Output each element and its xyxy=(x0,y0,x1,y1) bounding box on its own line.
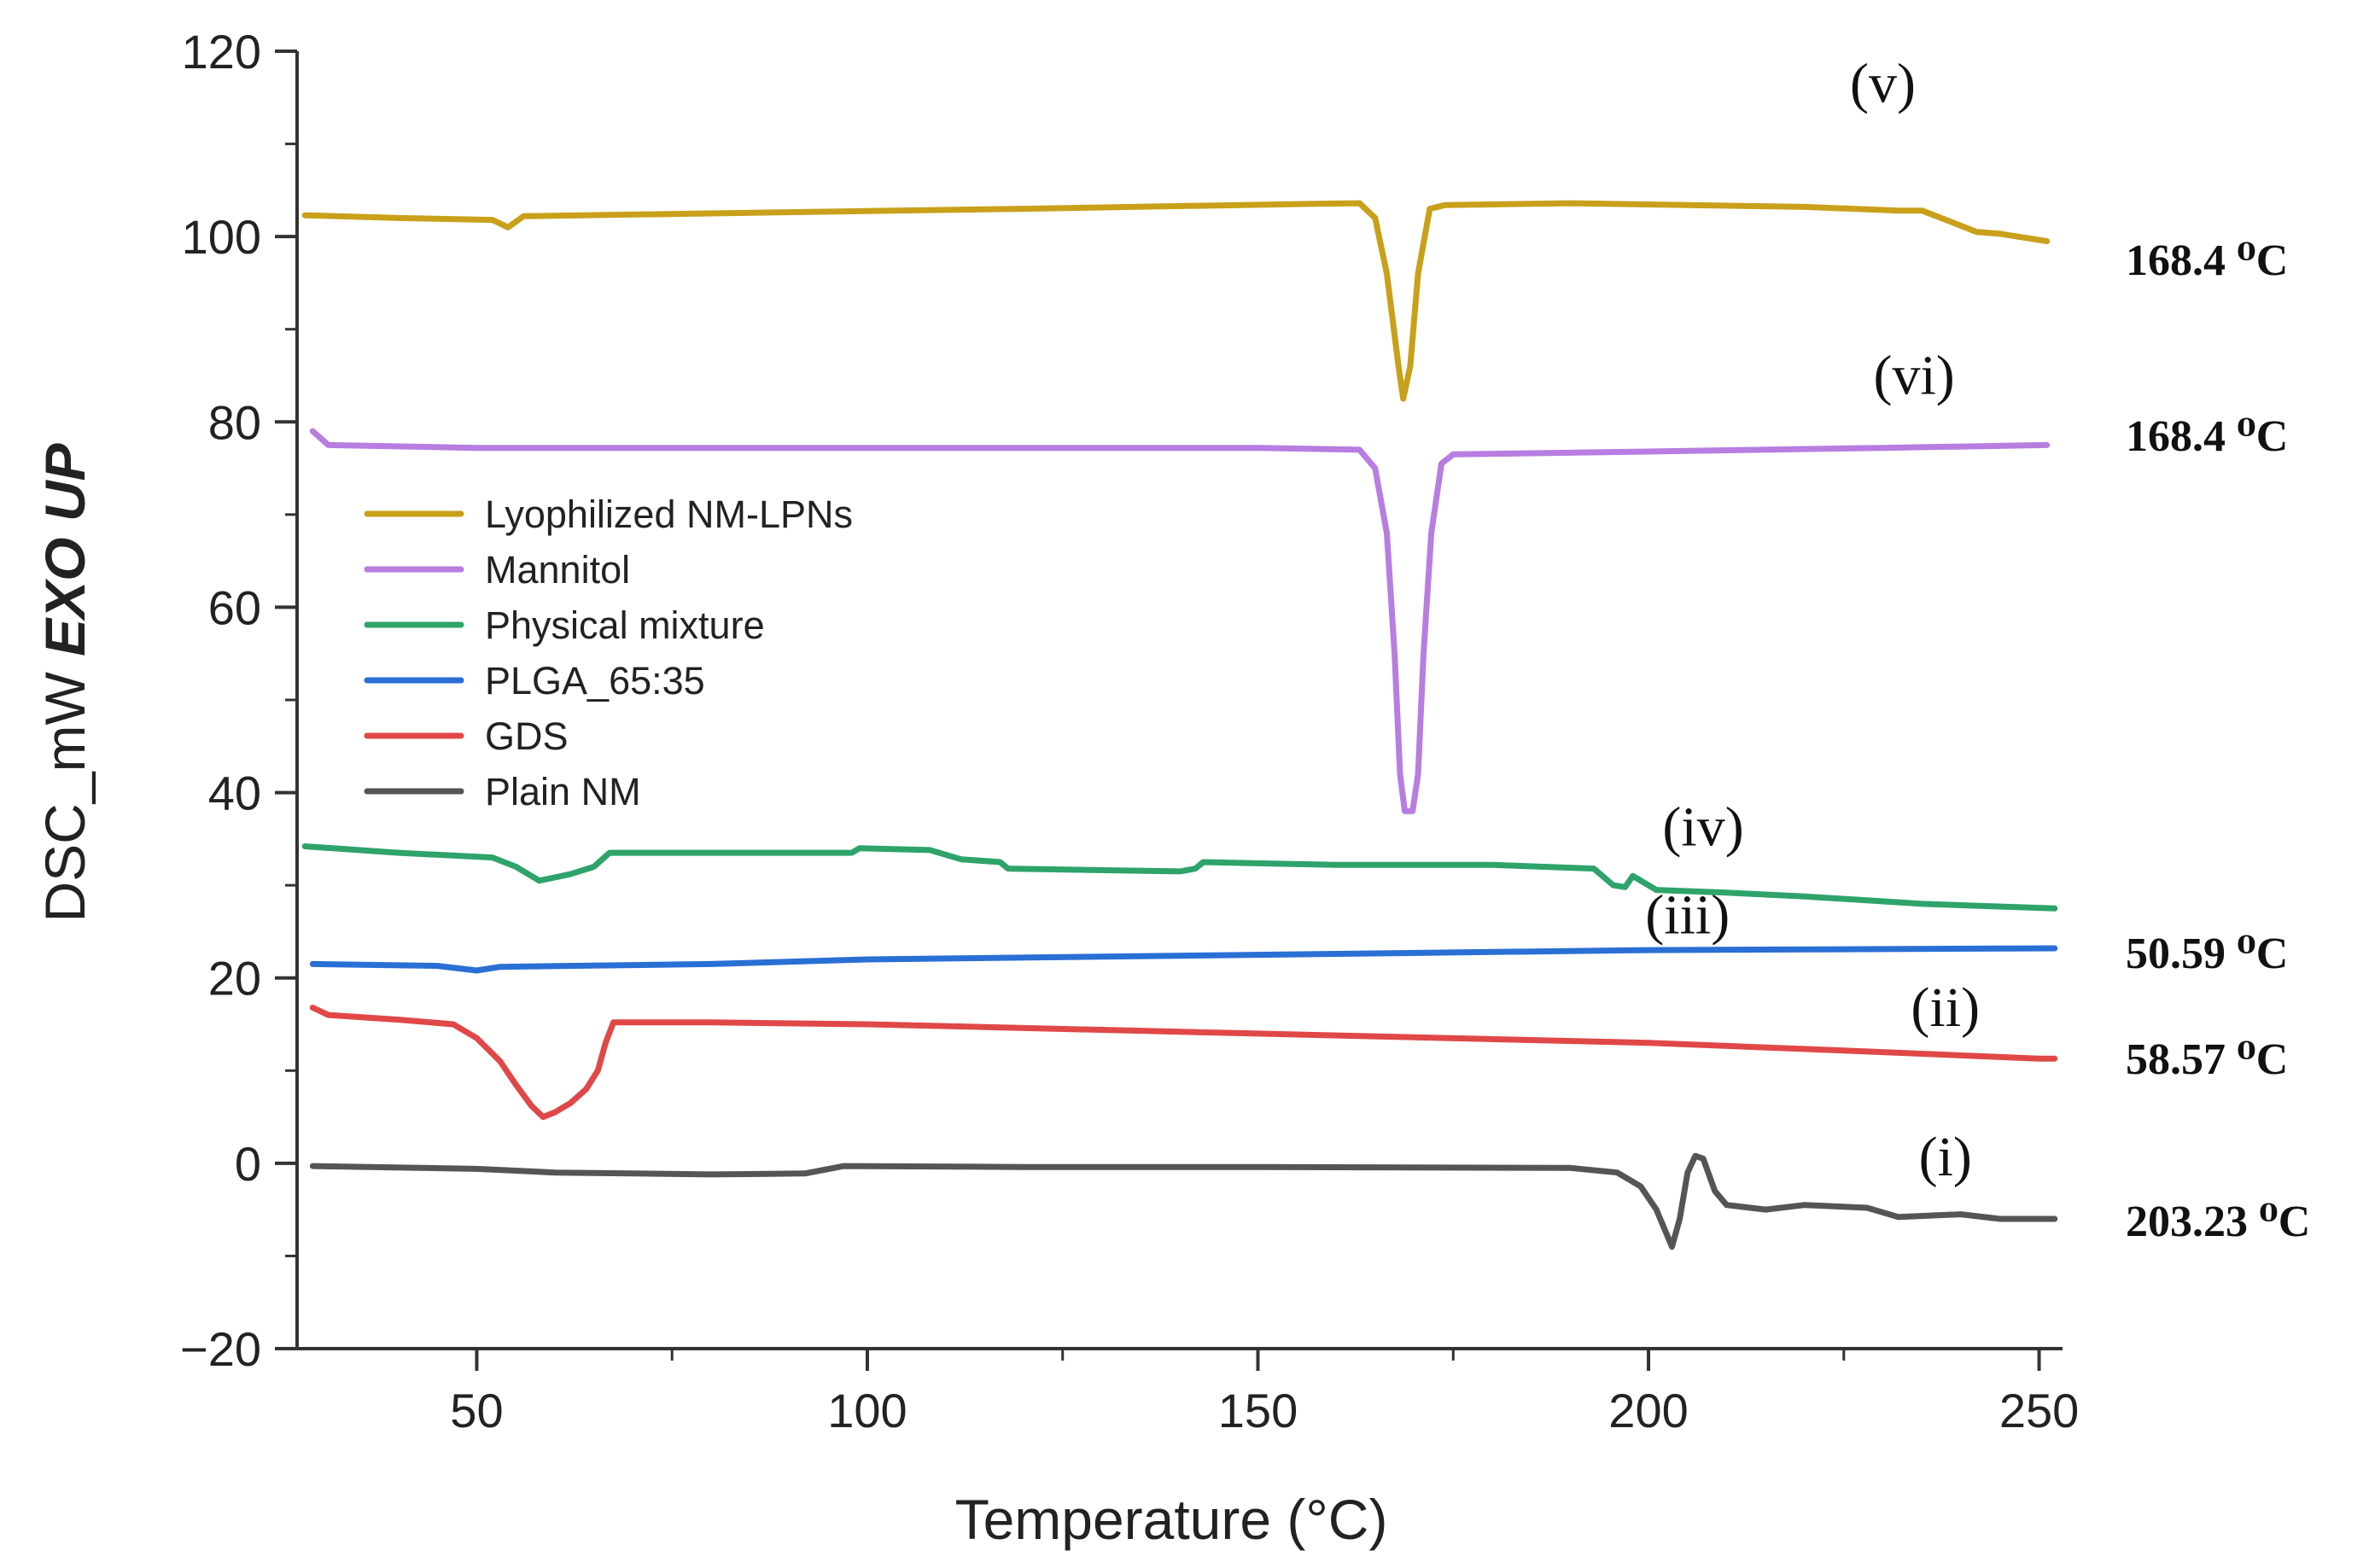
legend: Lyophilized NM-LPNs Mannitol Physical mixt… xyxy=(364,493,853,813)
legend-label-plain: Plain NM xyxy=(485,770,641,813)
temperature-annotation: 168.4 ⁰C xyxy=(2126,236,2288,285)
series-line-plga xyxy=(309,945,2058,974)
temperature-annotation: 50.59 ⁰C xyxy=(2126,930,2288,978)
series-line-mannitol xyxy=(309,428,2051,814)
legend-label-gds: GDS xyxy=(485,714,569,758)
y-axis-title-prefix: DSC_mW xyxy=(33,656,96,923)
curve-label: (vi) xyxy=(1873,345,1954,407)
x-tick-label: 200 xyxy=(1608,1384,1688,1437)
legend-label-plga: PLGA_65:35 xyxy=(485,659,705,702)
temperature-annotation: 203.23 ⁰C xyxy=(2126,1198,2310,1246)
x-tick-label: 150 xyxy=(1218,1384,1298,1437)
x-tick-label: 100 xyxy=(827,1384,907,1437)
curve-label: (iv) xyxy=(1662,796,1743,858)
x-axis-title: Temperature (°C) xyxy=(955,1488,1388,1551)
legend-label-mannitol: Mannitol xyxy=(485,548,630,592)
y-tick-label: 60 xyxy=(208,580,261,634)
y-tick-label: 0 xyxy=(235,1137,261,1191)
y-tick-label: −20 xyxy=(180,1322,261,1376)
y-axis-title: DSC_mW EXO UP xyxy=(33,442,96,922)
y-axis-title-emphasis: EXO UP xyxy=(33,442,96,656)
y-tick-label: 40 xyxy=(208,767,261,820)
temperature-annotation: 58.57 ⁰C xyxy=(2126,1035,2288,1084)
temperature-annotation: 168.4 ⁰C xyxy=(2126,412,2288,461)
y-tick-label: 20 xyxy=(208,952,261,1006)
y-tick-label: 80 xyxy=(208,395,261,449)
y-tick-label: 120 xyxy=(182,25,261,79)
x-tick-label: 50 xyxy=(450,1384,503,1437)
curve-label: (ii) xyxy=(1911,976,1980,1039)
curve-label: (v) xyxy=(1850,53,1916,115)
series-line-gds xyxy=(309,1005,2058,1121)
curve-label: (i) xyxy=(1919,1126,1972,1188)
series-line-physical xyxy=(301,843,2058,912)
series-line-plain xyxy=(309,1152,2058,1250)
series-line-lyophilized xyxy=(301,200,2051,402)
x-tick-label: 250 xyxy=(1999,1384,2079,1437)
legend-label-physical: Physical mixture xyxy=(485,603,765,647)
curve-label: (iii) xyxy=(1645,884,1730,947)
y-tick-label: 100 xyxy=(182,210,261,264)
legend-label-lyophilized: Lyophilized NM-LPNs xyxy=(485,493,853,536)
